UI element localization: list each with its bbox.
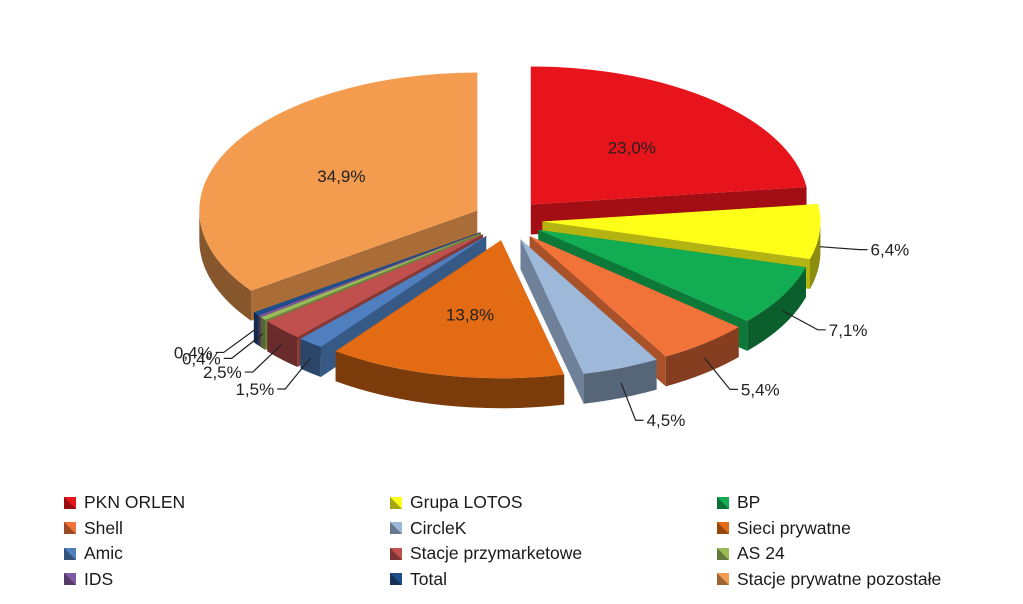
data-label-shell: 5,4% xyxy=(741,380,780,399)
legend-label: AS 24 xyxy=(737,543,785,564)
legend-swatch xyxy=(717,522,729,535)
legend-row: PKN ORLEN Grupa LOTOS BP xyxy=(64,490,1004,516)
legend-label: Amic xyxy=(84,543,123,564)
legend-label: IDS xyxy=(84,568,114,589)
legend-item-stacje-przymarketowe: Stacje przymarketowe xyxy=(390,543,717,564)
legend-swatch xyxy=(390,496,402,509)
legend-item-total: Total xyxy=(390,569,717,590)
data-label-total: 0,4% xyxy=(174,343,213,362)
legend-label: Total xyxy=(410,568,447,589)
legend-swatch xyxy=(717,496,729,509)
leader-line-stacje-przymarketowe xyxy=(244,344,283,373)
legend-row: Shell CircleK Sieci prywatne xyxy=(64,516,1004,542)
legend-item-as-24: AS 24 xyxy=(717,543,1004,564)
legend-label: CircleK xyxy=(410,517,467,538)
legend-item-ids: IDS xyxy=(64,569,390,590)
data-label-amic: 1,5% xyxy=(235,380,274,399)
pie-slice-stacje-prywatne-pozosta-e xyxy=(199,72,478,321)
pie-slice-circlek xyxy=(520,239,657,404)
legend-item-stacje-prywatne-pozosta-e: Stacje prywatne pozostałe xyxy=(717,569,1004,590)
leader-line-circlek xyxy=(620,382,644,421)
data-label-circlek: 4,5% xyxy=(647,411,686,430)
leader-line-as-24 xyxy=(223,333,264,359)
leader-line-total xyxy=(215,328,257,354)
data-label-as-24: 0,4% xyxy=(182,349,221,368)
legend-swatch xyxy=(64,573,76,586)
legend-item-pkn-orlen: PKN ORLEN xyxy=(64,492,390,513)
pie-chart: 23,0% 6,4% 7,1% 5,4% 4,5% 13,8% 1,5%2,5%0,4%0,… xyxy=(174,66,910,430)
legend-label: BP xyxy=(737,492,761,513)
legend-swatch xyxy=(717,547,729,560)
legend-item-circlek: CircleK xyxy=(390,518,717,539)
data-label-sieci-prywatne: 13,8% xyxy=(446,306,494,325)
legend-item-amic: Amic xyxy=(64,543,390,564)
legend-label: Stacje przymarketowe xyxy=(410,543,583,564)
legend-swatch xyxy=(390,573,402,586)
legend-row: Amic Stacje przymarketowe AS 24 xyxy=(64,541,1004,567)
leader-line-grupa-lotos xyxy=(819,246,868,251)
legend-swatch xyxy=(390,547,402,560)
legend-label: Shell xyxy=(84,517,123,538)
legend-item-shell: Shell xyxy=(64,518,390,539)
chart-legend: PKN ORLEN Grupa LOTOS BP Shell CircleK Sieci … xyxy=(64,490,1004,592)
legend-label: Grupa LOTOS xyxy=(410,492,523,513)
legend-label: Sieci prywatne xyxy=(737,517,851,538)
data-label-grupa-lotos: 6,4% xyxy=(871,241,910,260)
leader-line-bp xyxy=(782,310,826,331)
legend-swatch xyxy=(717,573,729,586)
data-label-stacje-przymarketowe: 2,5% xyxy=(203,363,242,382)
legend-swatch xyxy=(64,522,76,535)
data-label-stacje-prywatne-pozosta-e: 34,9% xyxy=(317,167,365,186)
data-label-bp: 7,1% xyxy=(829,321,868,340)
leader-line-shell xyxy=(704,357,738,390)
legend-item-sieci-prywatne: Sieci prywatne xyxy=(717,518,1004,539)
legend-label: PKN ORLEN xyxy=(84,492,186,513)
leader-line-amic xyxy=(277,357,311,390)
data-label-pkn-orlen: 23,0% xyxy=(608,138,656,157)
legend-swatch xyxy=(64,547,76,560)
legend-row: IDS Total Stacje prywatne pozostałe xyxy=(64,567,1004,593)
pie-slice-sieci-prywatne xyxy=(335,240,565,409)
legend-swatch xyxy=(390,522,402,535)
legend-item-grupa-lotos: Grupa LOTOS xyxy=(390,492,717,513)
legend-label: Stacje prywatne pozostałe xyxy=(737,568,942,589)
legend-item-bp: BP xyxy=(717,492,1004,513)
legend-swatch xyxy=(64,496,76,509)
